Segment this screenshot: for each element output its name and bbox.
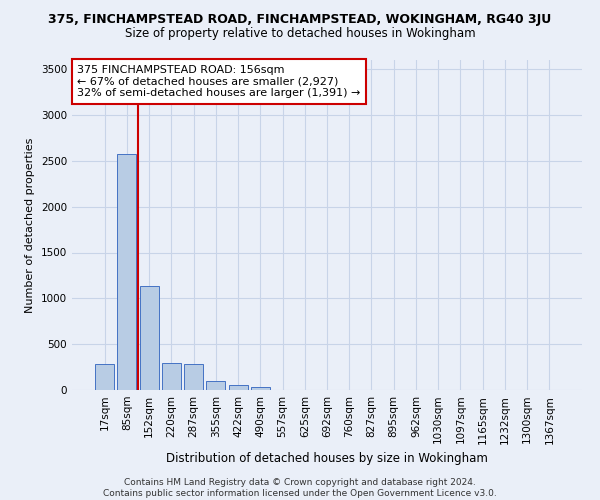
Text: 375, FINCHAMPSTEAD ROAD, FINCHAMPSTEAD, WOKINGHAM, RG40 3JU: 375, FINCHAMPSTEAD ROAD, FINCHAMPSTEAD, … bbox=[49, 12, 551, 26]
Text: 375 FINCHAMPSTEAD ROAD: 156sqm
← 67% of detached houses are smaller (2,927)
32% : 375 FINCHAMPSTEAD ROAD: 156sqm ← 67% of … bbox=[77, 65, 361, 98]
Text: Size of property relative to detached houses in Wokingham: Size of property relative to detached ho… bbox=[125, 28, 475, 40]
Bar bbox=[140, 286, 158, 390]
Text: Contains HM Land Registry data © Crown copyright and database right 2024.
Contai: Contains HM Land Registry data © Crown c… bbox=[103, 478, 497, 498]
Bar bbox=[206, 382, 225, 390]
X-axis label: Distribution of detached houses by size in Wokingham: Distribution of detached houses by size … bbox=[166, 452, 488, 465]
Bar bbox=[184, 364, 203, 390]
Bar bbox=[118, 154, 136, 390]
Bar bbox=[251, 387, 270, 390]
Bar bbox=[95, 364, 114, 390]
Bar bbox=[162, 364, 181, 390]
Bar bbox=[229, 385, 248, 390]
Y-axis label: Number of detached properties: Number of detached properties bbox=[25, 138, 35, 312]
